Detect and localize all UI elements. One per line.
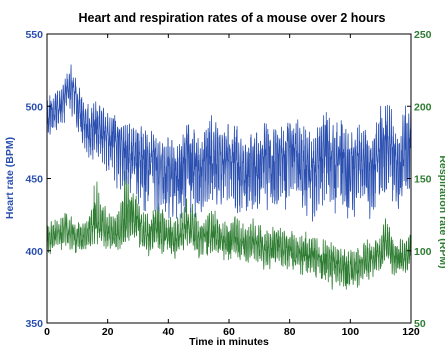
x-tick-label: 40 (162, 326, 174, 338)
heart-rate-line (46, 64, 412, 222)
y-right-tick-label: 50 (414, 318, 426, 330)
y-right-tick-label: 200 (414, 101, 432, 113)
y-axis-right: 50 100 150 200 250 (407, 29, 432, 330)
x-axis: 0 20 40 60 80 100 120 (44, 34, 420, 338)
x-tick-label: 20 (102, 326, 114, 338)
y-right-tick-label: 250 (414, 29, 432, 41)
y-left-tick-label: 500 (25, 101, 43, 113)
x-axis-title: Time in minutes (189, 336, 269, 348)
x-tick-label: 100 (342, 326, 360, 338)
y-axis-left-title: Heart rate (BPM) (4, 137, 16, 219)
y-axis-right-title: Respiration rate (RPM) (437, 155, 445, 268)
y-right-tick-label: 100 (414, 246, 432, 258)
y-right-tick-label: 150 (414, 174, 432, 186)
x-tick-label: 0 (44, 326, 50, 338)
y-left-tick-label: 400 (25, 246, 43, 258)
y-left-tick-label: 350 (25, 318, 43, 330)
y-left-tick-label: 450 (25, 174, 43, 186)
x-tick-label: 60 (223, 326, 235, 338)
respiration-rate-line (46, 170, 412, 290)
series-layer (46, 64, 412, 290)
x-tick-label: 120 (402, 326, 420, 338)
y-left-tick-label: 550 (25, 29, 43, 41)
chart-title: Heart and respiration rates of a mouse o… (78, 11, 385, 25)
x-tick-label: 80 (284, 326, 296, 338)
y-axis-left: 350 400 450 500 550 (25, 29, 51, 330)
